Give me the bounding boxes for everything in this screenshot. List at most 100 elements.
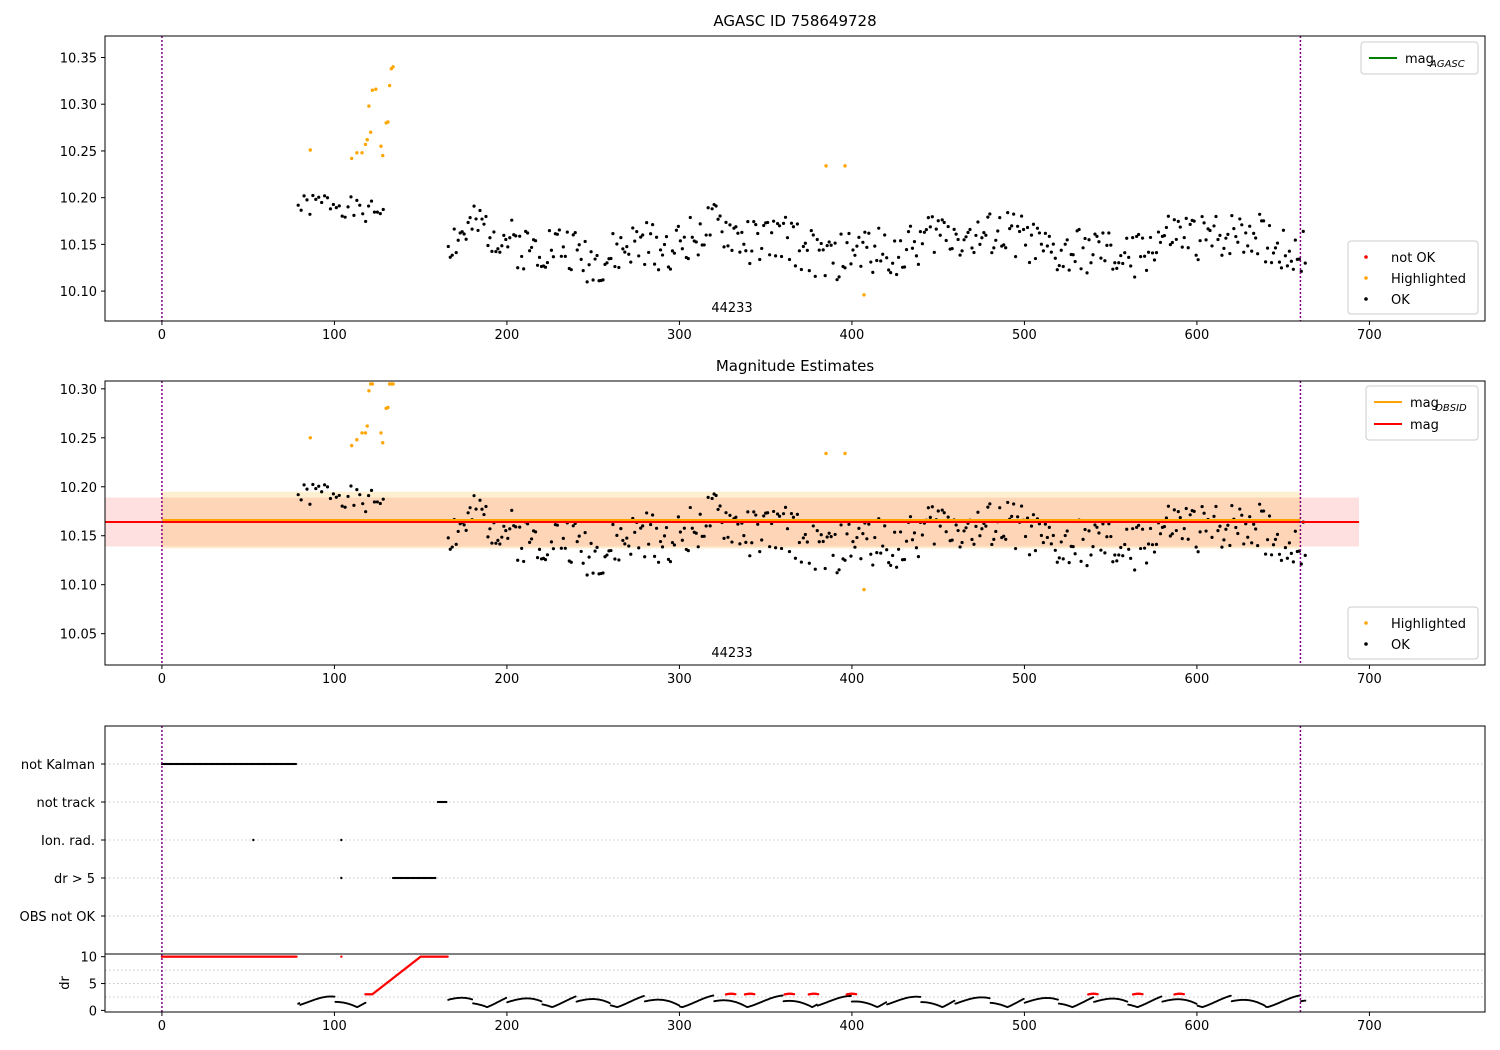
ok-point — [908, 224, 913, 228]
ok-point — [928, 225, 932, 229]
ok-point — [666, 265, 671, 269]
ok-point — [1162, 234, 1167, 238]
ok-point — [1170, 532, 1174, 536]
ok-point — [1184, 506, 1188, 511]
ok-point — [1275, 532, 1280, 536]
ok-point — [857, 235, 861, 239]
ok-point — [940, 508, 944, 512]
ok-point — [1071, 545, 1075, 549]
panel-4-ylabel: dr — [58, 976, 73, 990]
ok-point — [730, 248, 734, 253]
ok-point — [849, 262, 853, 266]
ok-point — [710, 207, 714, 211]
ok-point — [819, 533, 823, 537]
ok-point — [819, 241, 823, 246]
ok-point — [1146, 250, 1151, 254]
ok-point — [990, 542, 994, 547]
flag-point — [445, 800, 448, 804]
ok-point — [918, 230, 923, 234]
ok-point — [1073, 552, 1077, 556]
ok-point — [609, 548, 613, 553]
ok-point — [980, 236, 984, 240]
ok-point — [1053, 256, 1057, 260]
ok-point — [1025, 516, 1030, 520]
ok-point — [889, 563, 893, 567]
panel-2-legend-points: Highlighted OK — [1347, 606, 1479, 660]
ok-point — [936, 509, 940, 513]
ok-point — [1093, 523, 1097, 527]
ok-point — [972, 250, 976, 255]
ok-point — [454, 542, 458, 546]
ok-point — [754, 223, 758, 227]
ok-point — [340, 214, 344, 218]
ok-point — [1087, 238, 1091, 242]
ok-point — [631, 226, 635, 230]
ok-point — [795, 512, 800, 516]
ok-point — [762, 223, 766, 228]
dr-point — [333, 995, 336, 998]
flag-row-label: dr > 5 — [54, 872, 95, 887]
dr-point — [988, 997, 991, 1000]
ok-point — [454, 250, 458, 255]
ok-point — [1297, 257, 1301, 261]
legend-box — [1347, 240, 1479, 315]
legend-point-swatch — [1364, 642, 1368, 646]
ok-point — [1049, 250, 1053, 254]
ok-point — [1186, 537, 1190, 541]
ok-point — [1033, 256, 1038, 261]
ok-point — [1037, 231, 1042, 235]
ok-point — [670, 249, 675, 253]
ok-point — [885, 548, 889, 552]
ok-point — [355, 198, 359, 202]
ok-point — [328, 496, 333, 501]
ok-point — [296, 493, 300, 497]
ok-point — [299, 208, 303, 212]
ok-point — [1073, 259, 1077, 264]
y-tick-label: 10.25 — [60, 145, 97, 160]
ok-point — [1045, 535, 1049, 540]
ok-point — [891, 261, 895, 265]
ok-point — [1220, 253, 1224, 257]
ok-point — [1006, 210, 1010, 215]
ok-point — [466, 220, 470, 225]
ok-point — [1065, 529, 1069, 533]
ok-point — [1200, 504, 1204, 509]
ok-point — [378, 501, 382, 506]
ok-point — [958, 253, 962, 257]
ok-point — [1131, 527, 1135, 531]
ok-point — [649, 522, 653, 527]
ok-point — [1113, 261, 1117, 265]
highlighted-point — [379, 431, 383, 435]
ok-point — [1150, 251, 1155, 255]
ok-point — [1014, 255, 1018, 259]
ok-point — [938, 233, 942, 237]
ok-point — [760, 538, 764, 542]
ok-point — [615, 242, 619, 246]
ok-point — [1109, 243, 1113, 247]
ok-point — [946, 515, 950, 519]
ok-point — [996, 229, 1000, 233]
ok-point — [1174, 237, 1178, 242]
ok-point — [706, 206, 710, 210]
ok-point — [1029, 524, 1034, 528]
ok-point — [641, 524, 645, 528]
highlighted-point — [391, 382, 395, 386]
ok-point — [462, 523, 466, 527]
ok-point — [960, 540, 964, 545]
highlighted-point — [363, 431, 368, 435]
ok-point — [656, 560, 661, 564]
ok-point — [952, 227, 956, 231]
ok-point — [366, 493, 371, 498]
x-tick-label: 700 — [1357, 328, 1382, 343]
ok-point — [486, 243, 490, 248]
ok-point — [797, 540, 801, 545]
ok-point — [1053, 548, 1057, 552]
ok-point — [950, 246, 954, 251]
flag-point — [294, 762, 298, 766]
ok-point — [1089, 261, 1093, 265]
ok-point — [857, 526, 861, 530]
ok-point — [916, 555, 921, 559]
ok-point — [573, 231, 577, 235]
ok-point — [932, 542, 936, 546]
ok-point — [456, 238, 460, 242]
